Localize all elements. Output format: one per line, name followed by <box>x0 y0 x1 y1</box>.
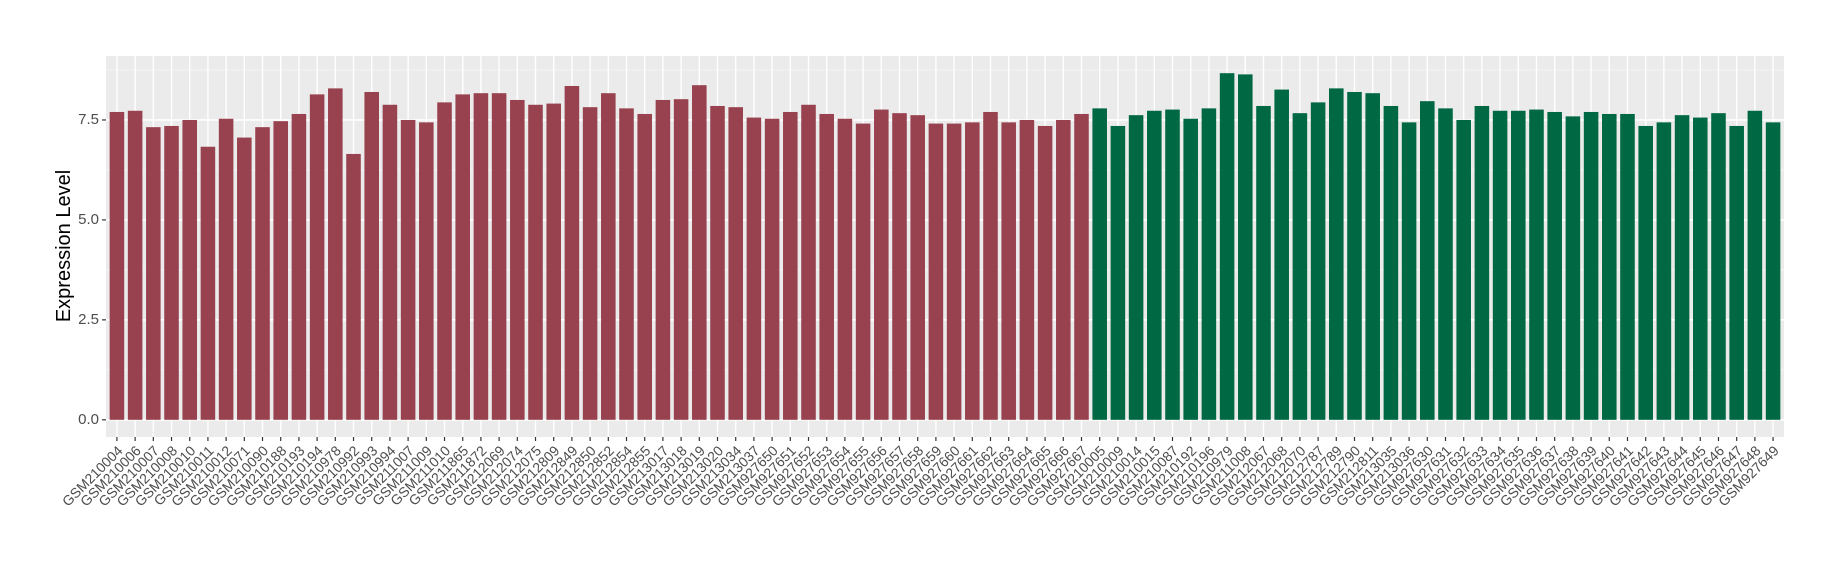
bar <box>637 113 652 420</box>
bar <box>437 102 452 420</box>
bar <box>837 118 853 420</box>
bar <box>328 88 343 420</box>
bar <box>655 99 671 420</box>
bar <box>1656 122 1672 420</box>
bar <box>582 107 598 420</box>
bar <box>855 123 871 420</box>
bar <box>1711 113 1726 420</box>
bar <box>1438 108 1453 420</box>
bar <box>1019 119 1035 420</box>
bar <box>546 103 561 420</box>
bar <box>419 122 434 420</box>
bar <box>710 105 725 420</box>
bar <box>309 94 325 420</box>
bar <box>164 125 179 420</box>
bar <box>1456 119 1471 420</box>
bar <box>564 85 580 420</box>
bar <box>455 94 470 420</box>
bar <box>528 104 543 420</box>
bar <box>1474 105 1490 420</box>
bar <box>1001 122 1016 420</box>
bar <box>983 111 998 420</box>
bar <box>1183 118 1198 420</box>
bar <box>1147 110 1162 420</box>
bar <box>182 119 197 420</box>
bar <box>491 93 507 420</box>
bar <box>801 104 816 420</box>
bar <box>1165 109 1180 420</box>
bar <box>946 123 962 420</box>
bar <box>1128 115 1144 420</box>
bar <box>1219 73 1235 420</box>
bar <box>1729 125 1744 420</box>
bar <box>1693 117 1708 420</box>
bar <box>364 91 379 420</box>
bar <box>346 153 361 420</box>
bar <box>146 127 161 420</box>
bar <box>127 110 143 420</box>
y-axis-label: Expression Level <box>53 170 75 322</box>
bar <box>1310 102 1326 420</box>
bar <box>1383 105 1399 420</box>
bar <box>400 119 416 420</box>
bar <box>746 117 762 420</box>
y-tick-label: 2.5 <box>78 311 99 328</box>
bar <box>510 99 525 420</box>
bar <box>1583 111 1599 420</box>
bar <box>965 122 980 420</box>
bar <box>819 113 834 420</box>
bar <box>109 111 125 420</box>
y-tick-label: 7.5 <box>78 111 99 128</box>
bar <box>728 107 743 420</box>
bar <box>1529 109 1544 420</box>
bar <box>1565 116 1581 420</box>
bar <box>783 111 798 420</box>
bar <box>1547 111 1562 420</box>
bar <box>237 137 252 420</box>
y-tick-label: 5.0 <box>78 211 99 228</box>
bar <box>1365 93 1380 420</box>
bar <box>619 108 634 420</box>
bar <box>1420 101 1435 420</box>
bar <box>1037 125 1053 420</box>
bar <box>1074 113 1089 420</box>
bar <box>892 113 907 420</box>
bar <box>928 123 944 420</box>
bar <box>218 118 234 420</box>
bar <box>1511 110 1526 420</box>
bar <box>692 85 707 420</box>
bar <box>1765 122 1781 420</box>
bar <box>1347 91 1362 420</box>
bar <box>273 121 288 420</box>
bar <box>764 118 780 420</box>
bar <box>1401 122 1417 420</box>
bar <box>1674 115 1690 420</box>
bar <box>673 99 689 420</box>
bar <box>1201 108 1217 420</box>
bar <box>1747 110 1763 420</box>
bar <box>255 127 270 420</box>
bar <box>874 109 889 420</box>
bar <box>1638 125 1653 420</box>
bar <box>473 93 489 420</box>
bar <box>1092 108 1107 420</box>
bar <box>1238 74 1253 420</box>
bar <box>1602 113 1617 420</box>
bar <box>1620 113 1635 420</box>
bar <box>1056 119 1071 420</box>
bar <box>1292 113 1308 420</box>
y-tick-label: 0.0 <box>78 411 99 428</box>
bar <box>1274 89 1289 420</box>
bar <box>1256 105 1271 420</box>
bar <box>1110 125 1126 420</box>
bar <box>1492 110 1508 420</box>
bar <box>910 115 925 420</box>
bar <box>200 146 216 420</box>
bar <box>382 104 398 420</box>
bar <box>291 113 307 420</box>
bar <box>601 93 616 420</box>
bar <box>1329 88 1344 420</box>
